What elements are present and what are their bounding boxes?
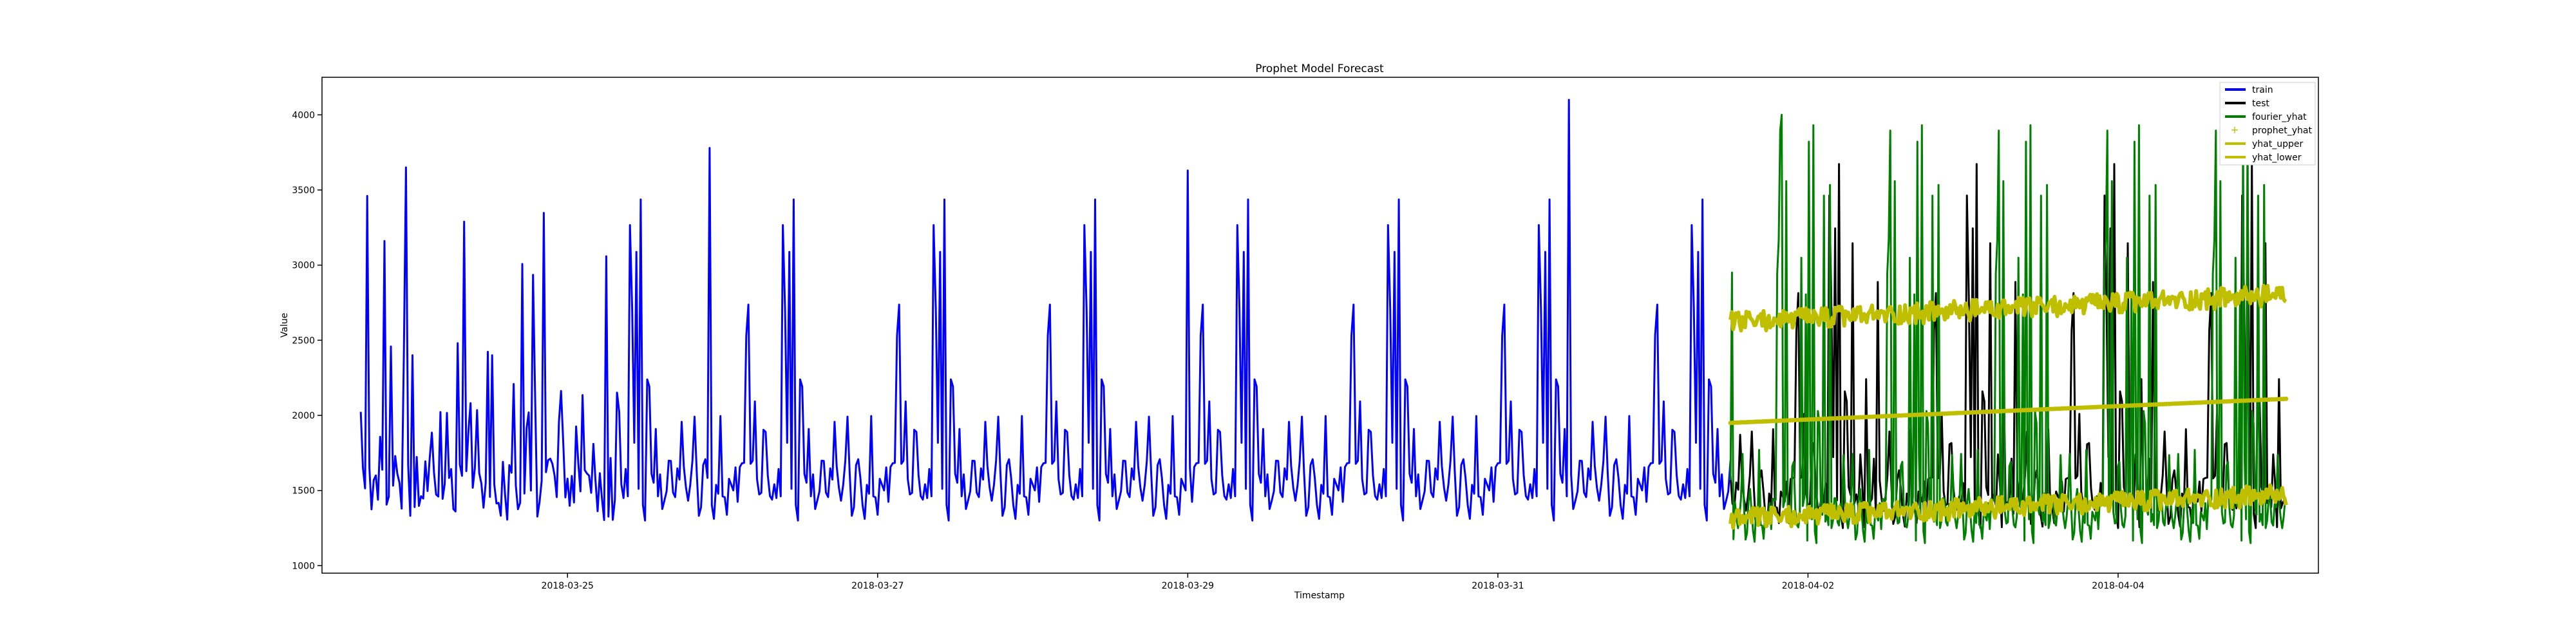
x-tick-label: 2018-03-31 [1472, 581, 1524, 591]
legend: train test fourier_yhat + prophet_yhat yhat_u… [2219, 82, 2316, 166]
legend-label: fourier_yhat [2252, 112, 2307, 122]
series-yhat-lower-line [1728, 483, 2288, 530]
y-tick-label: 2000 [292, 411, 315, 421]
x-tick-label: 2018-03-25 [542, 581, 594, 591]
legend-entry-yhat-lower: yhat_lower [2225, 153, 2302, 163]
legend-label: prophet_yhat [2252, 126, 2313, 136]
legend-entry-train: train [2225, 85, 2273, 95]
x-axis: 2018-03-25 2018-03-27 2018-03-29 2018-03-31… [542, 573, 2145, 591]
prophet-yhat-point [2284, 396, 2289, 401]
legend-marker: + [2230, 124, 2239, 136]
series-layer [359, 99, 2289, 544]
legend-entry-yhat-upper: yhat_upper [2225, 139, 2303, 149]
legend-label: yhat_lower [2252, 153, 2302, 163]
chart-title: Prophet Model Forecast [1255, 62, 1384, 75]
x-tick-label: 2018-04-04 [2092, 581, 2144, 591]
legend-entry-test: test [2225, 99, 2269, 109]
y-tick-label: 2500 [292, 336, 315, 346]
legend-entry-fourier-yhat: fourier_yhat [2225, 112, 2307, 122]
series-prophet-yhat-markers [1728, 396, 2289, 426]
legend-entry-prophet-yhat: + prophet_yhat [2230, 124, 2312, 136]
legend-label: test [2252, 99, 2269, 109]
x-axis-title: Timestamp [1294, 591, 1345, 601]
y-axis: 1000 1500 2000 2500 3000 3500 4000 [292, 110, 322, 571]
x-tick-label: 2018-03-27 [851, 581, 904, 591]
series-fourier-yhat-line [1729, 113, 2286, 544]
legend-label: train [2252, 85, 2273, 95]
legend-box [2219, 82, 2316, 166]
y-tick-label: 1500 [292, 486, 315, 497]
y-axis-title: Value [279, 313, 290, 337]
y-tick-label: 3500 [292, 185, 315, 196]
x-tick-label: 2018-03-29 [1162, 581, 1214, 591]
series-train-line [359, 99, 1732, 522]
y-tick-label: 4000 [292, 110, 315, 120]
legend-entries: train test fourier_yhat + prophet_yhat yhat_u… [2225, 85, 2313, 163]
series-yhat-upper-line [1728, 283, 2287, 333]
y-tick-label: 3000 [292, 261, 315, 271]
x-tick-label: 2018-04-02 [1782, 581, 1834, 591]
legend-label: yhat_upper [2252, 139, 2303, 149]
y-tick-label: 1000 [292, 561, 315, 571]
